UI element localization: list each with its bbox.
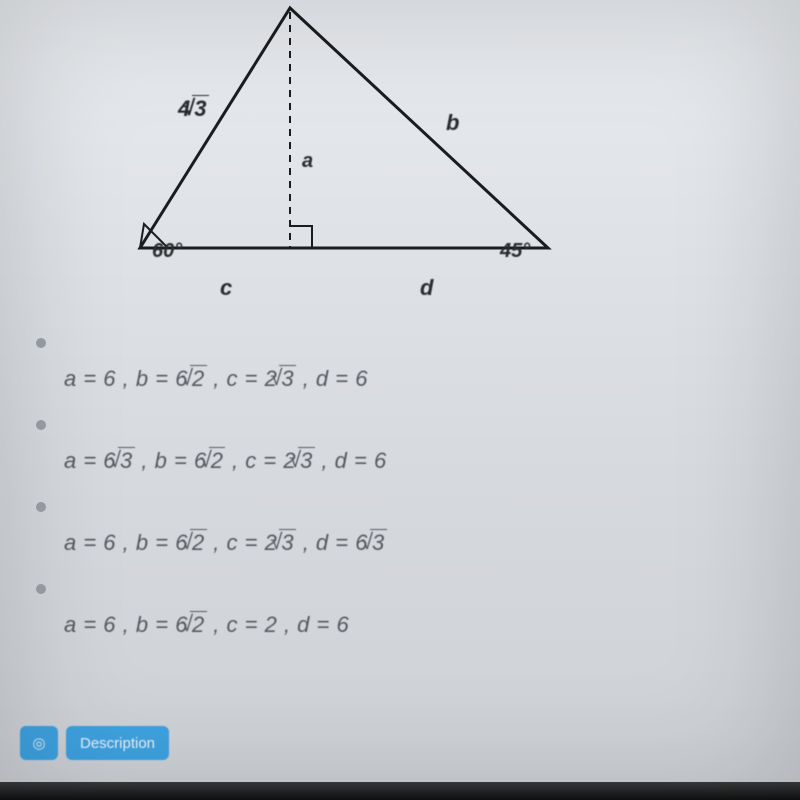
option-4-text: a = 6 , b = 6√2 , c = 2 , d = 6 — [64, 612, 750, 638]
option-3-text: a = 6 , b = 6√2 , c = 2√3 , d = 6√3 — [64, 530, 750, 556]
option-2-text: a = 6√3 , b = 6√2 , c = 2√3 , d = 6 — [64, 448, 750, 474]
radio-icon[interactable] — [36, 338, 46, 348]
description-label: Description — [80, 735, 155, 752]
label-angle-60: 60° — [152, 240, 182, 263]
target-icon: ◎ — [32, 734, 45, 752]
option-1-text: a = 6 , b = 6√2 , c = 2√3 , d = 6 — [64, 366, 750, 392]
answer-options: a = 6 , b = 6√2 , c = 2√3 , d = 6 a = 6√… — [30, 310, 750, 638]
triangle-figure: 4√3 b a 60° 45° c d — [80, 0, 580, 300]
option-3[interactable]: a = 6 , b = 6√2 , c = 2√3 , d = 6√3 — [30, 502, 750, 556]
target-icon-button[interactable]: ◎ — [20, 726, 58, 760]
description-button[interactable]: Description — [66, 726, 169, 760]
radio-icon[interactable] — [36, 584, 46, 594]
label-hyp-left: 4√3 — [178, 96, 209, 122]
option-4[interactable]: a = 6 , b = 6√2 , c = 2 , d = 6 — [30, 584, 750, 638]
bottom-toolbar: ◎ Description — [20, 726, 169, 760]
radio-icon[interactable] — [36, 420, 46, 430]
option-2[interactable]: a = 6√3 , b = 6√2 , c = 2√3 , d = 6 — [30, 420, 750, 474]
option-1[interactable]: a = 6 , b = 6√2 , c = 2√3 , d = 6 — [30, 338, 750, 392]
label-base-d: d — [420, 275, 433, 301]
label-angle-45: 45° — [500, 240, 530, 263]
radio-icon[interactable] — [36, 502, 46, 512]
device-bezel — [0, 782, 800, 800]
label-side-b: b — [446, 110, 459, 136]
label-base-c: c — [220, 275, 232, 301]
label-side-a: a — [302, 150, 313, 173]
